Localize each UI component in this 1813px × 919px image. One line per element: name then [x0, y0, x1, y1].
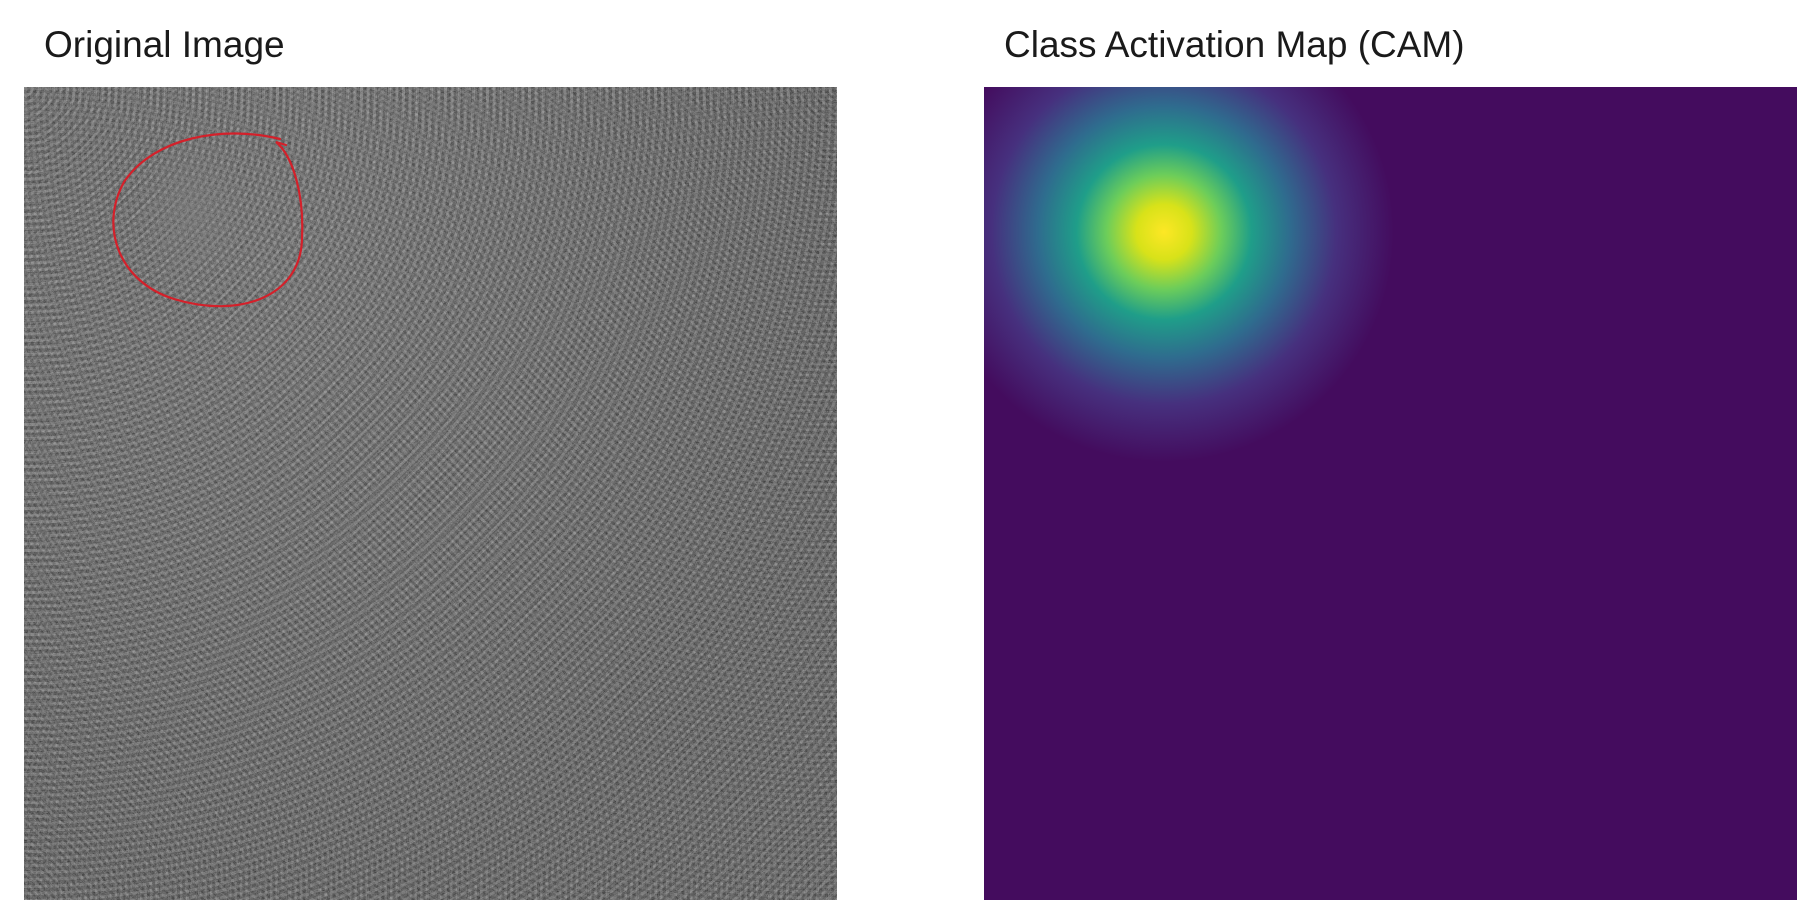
cam-heatmap-svg — [984, 87, 1797, 900]
speckle-noise — [24, 87, 837, 900]
cam-hotspot — [984, 87, 1414, 522]
original-image-title: Original Image — [44, 24, 285, 65]
original-image-panel: Original Image — [0, 0, 837, 919]
annotation-circle — [112, 132, 304, 308]
cam-title: Class Activation Map (CAM) — [1004, 24, 1465, 65]
cam-heatmap — [984, 87, 1797, 900]
original-image-overlay — [24, 87, 837, 900]
cam-panel: Class Activation Map (CAM) — [960, 0, 1797, 919]
original-image — [24, 87, 837, 900]
